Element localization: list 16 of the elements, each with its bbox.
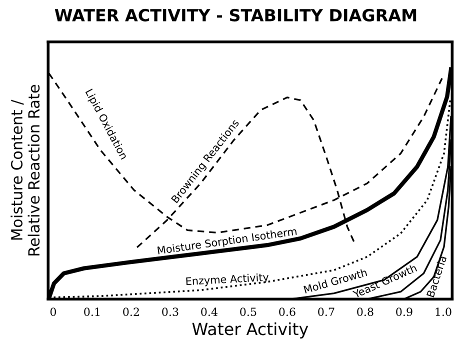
x-tick-label: 1.0 — [436, 308, 452, 316]
x-tick-label: 0.2 — [123, 308, 139, 316]
text: Moisture Sorption Isotherm — [157, 226, 298, 256]
series-label: Enzyme Activity — [186, 272, 269, 288]
x-tick-label: 0.1 — [84, 308, 100, 316]
x-tick-label: 0.4 — [201, 308, 218, 316]
x-axis-title: Water Activity — [192, 322, 308, 338]
y-axis-title: Moisture Content / Relative Reaction Rate — [10, 84, 40, 256]
x-tick-label: 0.7 — [318, 308, 334, 316]
x-tick-label: 0.5 — [240, 308, 256, 316]
x-tick-label: 0.3 — [162, 308, 178, 316]
x-tick-label: 0.6 — [279, 308, 296, 316]
x-tick-label: 0.8 — [357, 308, 374, 316]
x-tick-label: 0.9 — [396, 308, 412, 316]
x-tick-label: 0 — [50, 308, 56, 316]
chart-title: WATER ACTIVITY - STABILITY DIAGRAM — [54, 8, 416, 22]
